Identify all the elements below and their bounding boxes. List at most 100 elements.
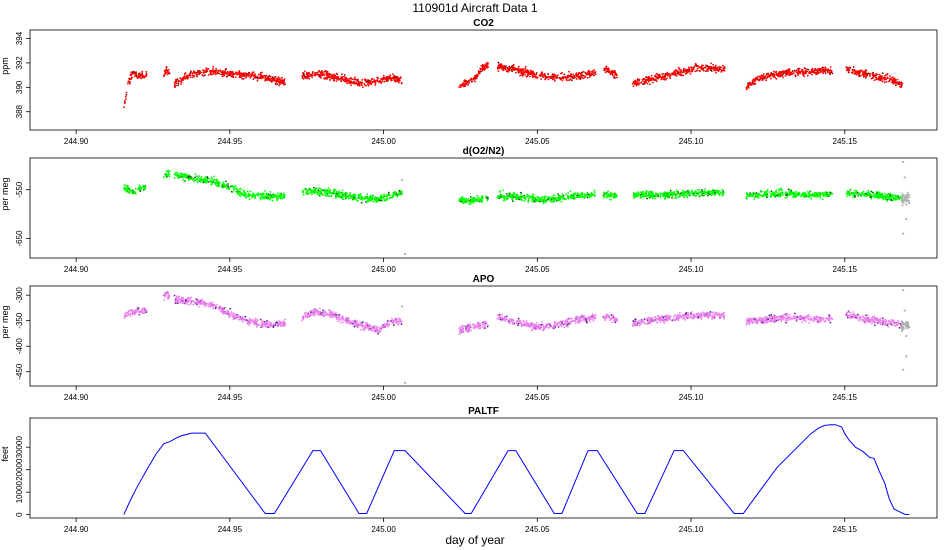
o2n2-point xyxy=(309,190,312,192)
o2n2-outlier-point xyxy=(902,200,905,203)
co2-point xyxy=(502,65,504,68)
co2-point xyxy=(813,69,816,72)
co2-point xyxy=(234,76,237,78)
o2n2-point xyxy=(329,192,331,194)
o2n2-point xyxy=(322,194,325,197)
o2n2-point xyxy=(612,193,615,196)
o2n2-point xyxy=(318,187,321,190)
apo-point xyxy=(272,326,275,329)
co2-point xyxy=(207,68,210,70)
co2-point xyxy=(183,75,186,78)
o2n2-point xyxy=(516,193,518,196)
o2n2-point xyxy=(233,185,236,188)
co2-point xyxy=(718,65,721,68)
o2n2-point xyxy=(504,196,507,199)
o2n2-point xyxy=(893,194,895,197)
co2-point xyxy=(311,73,314,75)
o2n2-point xyxy=(139,188,142,190)
co2-point xyxy=(524,73,526,76)
co2-point xyxy=(386,75,389,78)
o2n2-point xyxy=(196,181,199,184)
o2n2-point xyxy=(670,192,673,195)
co2-point xyxy=(709,67,712,70)
o2n2-point xyxy=(866,191,868,194)
co2-point xyxy=(791,72,794,75)
co2-point xyxy=(803,67,806,69)
o2n2-point xyxy=(460,199,463,201)
o2n2-point xyxy=(593,193,596,196)
o2n2-point xyxy=(698,188,701,191)
co2-point xyxy=(127,80,130,83)
co2-point xyxy=(749,84,751,86)
co2-point xyxy=(366,83,369,86)
o2n2-point xyxy=(593,189,596,192)
o2n2-point xyxy=(269,198,271,201)
o2n2-point xyxy=(125,188,128,191)
o2n2-point xyxy=(283,196,286,199)
co2-point xyxy=(637,83,640,86)
apo-point xyxy=(138,310,141,313)
figure-title: 110901d Aircraft Data 1 xyxy=(412,1,538,15)
co2-point xyxy=(641,82,644,85)
co2-point xyxy=(241,78,244,80)
co2-point xyxy=(611,72,613,74)
co2-point xyxy=(264,79,267,82)
co2-point xyxy=(264,78,267,81)
co2-point xyxy=(890,78,893,81)
o2n2-point xyxy=(130,189,133,192)
apo-point xyxy=(130,308,133,311)
o2n2-point xyxy=(787,188,790,191)
apo-point xyxy=(133,312,136,315)
co2-point xyxy=(191,74,194,77)
co2-segment xyxy=(163,66,171,78)
co2-point xyxy=(224,68,227,71)
o2n2-point xyxy=(768,191,771,194)
apo-point xyxy=(128,309,131,312)
co2-y-tick-label: 390 xyxy=(15,80,24,94)
o2n2-point xyxy=(753,196,756,199)
o2n2-point xyxy=(777,193,780,196)
co2-point xyxy=(482,64,484,66)
o2n2-point xyxy=(845,192,848,195)
co2-point xyxy=(471,80,474,83)
o2n2-point xyxy=(465,197,467,200)
co2-point xyxy=(342,76,344,78)
o2n2-point xyxy=(882,198,885,201)
co2-point xyxy=(717,69,719,72)
co2-point xyxy=(512,63,515,66)
o2n2-point xyxy=(365,201,368,204)
co2-point xyxy=(302,73,305,76)
co2-point xyxy=(260,74,263,77)
o2n2-point xyxy=(757,196,760,199)
co2-point xyxy=(180,81,183,83)
o2n2-point xyxy=(401,192,403,195)
o2n2-point xyxy=(574,192,577,195)
apo-segment xyxy=(173,294,287,329)
o2n2-point xyxy=(324,194,327,197)
co2-point xyxy=(821,69,824,71)
apo-point xyxy=(215,306,217,309)
co2-point xyxy=(606,68,608,70)
o2n2-point xyxy=(642,193,645,196)
o2n2-point xyxy=(766,192,769,195)
o2n2-point xyxy=(777,195,779,198)
co2-point xyxy=(689,73,692,75)
o2n2-point xyxy=(639,196,642,199)
o2n2-point xyxy=(246,190,249,193)
o2n2-point xyxy=(823,194,826,197)
o2n2-point xyxy=(808,196,811,199)
o2n2-point xyxy=(361,199,364,201)
o2n2-point xyxy=(335,194,338,196)
co2-point xyxy=(480,64,483,67)
co2-point xyxy=(568,70,570,73)
o2n2-point xyxy=(506,197,509,200)
co2-point xyxy=(566,76,569,79)
o2n2-point xyxy=(524,198,527,200)
co2-point xyxy=(123,101,126,103)
co2-point xyxy=(656,73,659,76)
o2n2-point xyxy=(240,188,243,191)
o2n2-point xyxy=(472,199,474,202)
co2-point xyxy=(655,80,658,83)
o2n2-point xyxy=(476,194,479,197)
apo-point xyxy=(238,318,240,321)
